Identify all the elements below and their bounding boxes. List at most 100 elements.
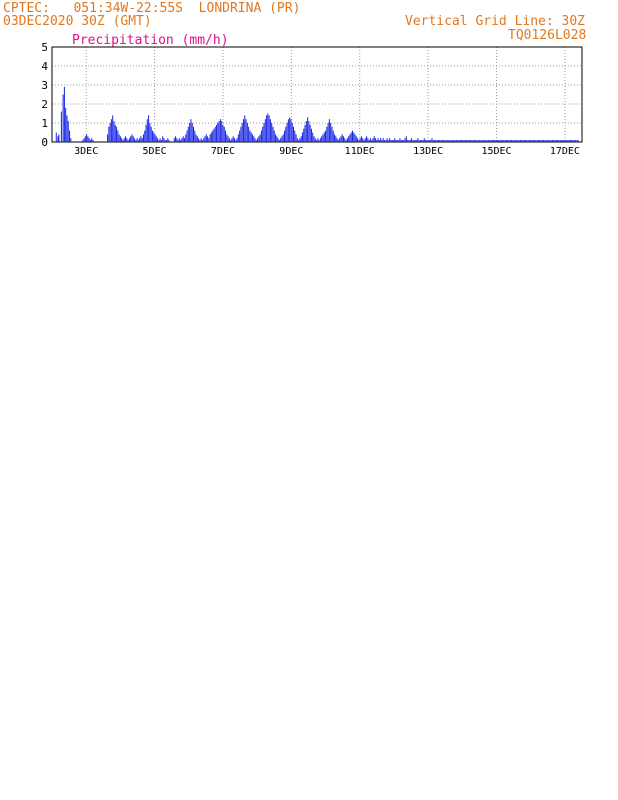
precipitation-bar xyxy=(330,123,332,142)
precipitation-bar xyxy=(544,140,546,142)
precipitation-bar xyxy=(196,136,198,142)
precipitation-bar xyxy=(213,128,215,142)
precipitation-bar xyxy=(296,138,298,142)
precipitation-bar xyxy=(375,138,377,142)
precipitation-bar xyxy=(148,115,150,142)
precipitation-bar xyxy=(295,134,297,142)
precipitation-bar xyxy=(399,138,401,142)
precipitation-bar xyxy=(177,140,179,142)
precipitation-bar xyxy=(278,140,280,142)
precipitation-bar xyxy=(339,138,341,142)
precipitation-bar xyxy=(425,140,427,142)
precipitation-bar xyxy=(384,140,386,142)
precipitation-bar xyxy=(125,136,127,142)
precipitation-bar xyxy=(559,140,561,142)
precipitation-bar xyxy=(569,140,571,142)
precipitation-bar xyxy=(522,140,524,142)
precipitation-bar xyxy=(573,140,575,142)
precipitation-bar xyxy=(385,140,387,142)
precipitation-bar xyxy=(65,107,67,142)
precipitation-bar xyxy=(387,140,389,142)
precipitation-bar xyxy=(508,140,510,142)
precipitation-bar xyxy=(140,136,142,142)
precipitation-bar xyxy=(553,140,555,142)
precipitation-bar xyxy=(357,138,359,142)
precipitation-bar xyxy=(154,134,156,142)
precipitation-bar xyxy=(396,140,398,142)
precipitation-bar xyxy=(117,130,119,142)
precipitation-bar xyxy=(159,138,161,142)
precipitation-bar xyxy=(299,138,301,142)
precipitation-bar xyxy=(86,134,88,142)
precipitation-bar xyxy=(340,136,342,142)
precipitation-bar xyxy=(367,138,369,142)
precipitation-bar xyxy=(178,138,180,142)
precipitation-bar xyxy=(369,138,371,142)
precipitation-bar xyxy=(335,136,337,142)
precipitation-bar xyxy=(572,140,574,142)
precipitation-bar xyxy=(504,140,506,142)
precipitation-bar xyxy=(118,134,120,142)
precipitation-bar xyxy=(255,140,257,142)
precipitation-xtick: 13DEC xyxy=(413,146,443,157)
precipitation-bar xyxy=(412,140,414,142)
precipitation-bar xyxy=(232,136,234,142)
precipitation-bar xyxy=(121,138,123,142)
precipitation-bar xyxy=(312,132,314,142)
precipitation-bar xyxy=(523,140,525,142)
precipitation-bar xyxy=(182,136,184,142)
precipitation-bar xyxy=(142,134,144,142)
precipitation-bar xyxy=(537,140,539,142)
precipitation-bar xyxy=(268,115,270,142)
precipitation-bar xyxy=(323,132,325,142)
precipitation-bar xyxy=(445,140,447,142)
precipitation-bar xyxy=(286,123,288,142)
precipitation-bar xyxy=(530,140,532,142)
precipitation-bar xyxy=(444,140,446,142)
precipitation-bar xyxy=(151,130,153,142)
precipitation-bar xyxy=(526,140,528,142)
precipitation-bar xyxy=(108,126,110,142)
precipitation-bar xyxy=(167,138,169,142)
precipitation-bar xyxy=(409,140,411,142)
precipitation-bar xyxy=(123,138,125,142)
precipitation-bar xyxy=(467,140,469,142)
precipitation-xtick: 5DEC xyxy=(143,146,167,157)
precipitation-bar xyxy=(133,138,136,142)
precipitation-bar xyxy=(219,119,221,142)
precipitation-xtick: 15DEC xyxy=(481,146,511,157)
precipitation-bar xyxy=(344,138,346,142)
precipitation-bar xyxy=(185,134,187,142)
precipitation-bar xyxy=(571,140,573,142)
precipitation-bar xyxy=(157,138,159,142)
precipitation-bar xyxy=(431,138,433,142)
precipitation-bar xyxy=(304,124,306,142)
precipitation-bar xyxy=(110,119,112,142)
precipitation-bar xyxy=(496,140,498,142)
precipitation-bar xyxy=(207,136,209,142)
precipitation-bar xyxy=(353,132,355,142)
precipitation-bar xyxy=(258,136,260,142)
precipitation-bar xyxy=(482,140,484,142)
precipitation-bar xyxy=(176,138,178,142)
precipitation-bar xyxy=(392,140,395,142)
precipitation-bar xyxy=(208,138,210,142)
precipitation-bar xyxy=(373,136,375,142)
precipitation-bar xyxy=(194,130,196,142)
precipitation-bar xyxy=(575,140,577,142)
precipitation-bar xyxy=(366,136,368,142)
precipitation-bar xyxy=(426,140,428,142)
precipitation-bar xyxy=(417,138,419,142)
precipitation-bar xyxy=(372,138,374,142)
precipitation-bar xyxy=(535,140,537,142)
precipitation-bar xyxy=(284,130,286,142)
precipitation-xtick: 9DEC xyxy=(279,146,303,157)
precipitation-bar xyxy=(272,126,274,142)
precipitation-bar xyxy=(371,140,373,142)
precipitation-bar xyxy=(517,140,519,142)
precipitation-bar xyxy=(285,126,287,142)
precipitation-bar xyxy=(198,138,200,142)
precipitation-bar xyxy=(116,126,118,142)
precipitation-bar xyxy=(226,134,228,142)
